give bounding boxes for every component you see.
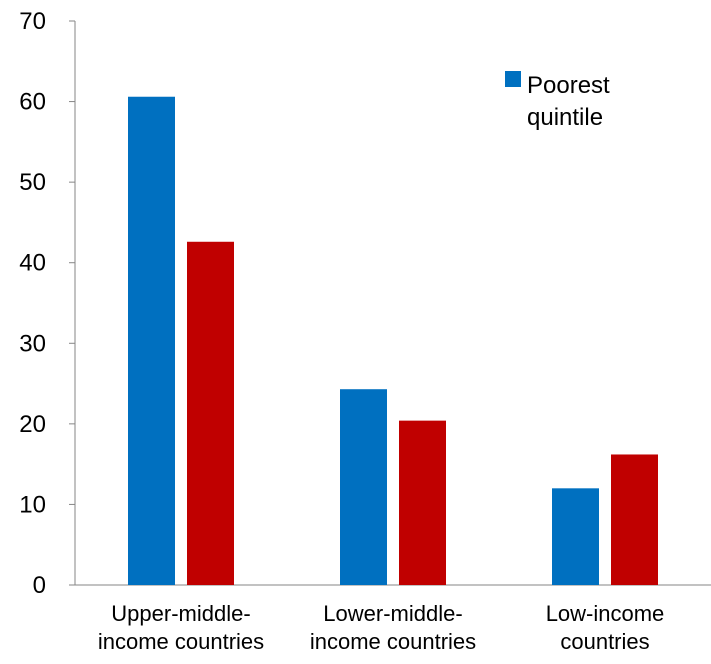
bar-series1-cat3 xyxy=(552,488,599,585)
y-tick-label: 60 xyxy=(19,89,46,116)
x-category-label: Upper-middle- xyxy=(111,601,250,626)
legend: Poorest quintile xyxy=(505,71,610,131)
x-category-label: income countries xyxy=(310,629,476,654)
x-category-label: Lower-middle- xyxy=(323,601,462,626)
y-tick-label: 20 xyxy=(19,411,46,438)
y-tick-label: 40 xyxy=(19,250,46,277)
y-tick-label: 0 xyxy=(33,572,46,599)
x-category-label: income countries xyxy=(98,629,264,654)
bars xyxy=(128,96,658,585)
bar-series2-cat2 xyxy=(399,420,446,585)
x-category-labels: Upper-middle-income countries Lower-middl… xyxy=(98,601,664,654)
bar-series1-cat2 xyxy=(340,389,387,585)
y-tick-label: 30 xyxy=(19,330,46,357)
legend-label: Poorest xyxy=(527,72,610,99)
bar-series2-cat3 xyxy=(611,454,658,585)
legend-label: quintile xyxy=(527,104,603,131)
bar-series2-cat1 xyxy=(187,241,234,585)
bar-series1-cat1 xyxy=(128,96,175,585)
y-tick-label: 50 xyxy=(19,169,46,196)
legend-swatch xyxy=(505,71,521,87)
y-tick-label: 70 xyxy=(19,8,46,35)
y-tick-labels: 0 10 20 30 40 50 60 70 xyxy=(19,8,46,599)
x-category-label: Low-income xyxy=(546,601,665,626)
y-tick-label: 10 xyxy=(19,491,46,518)
x-category-label: countries xyxy=(560,629,649,654)
axes xyxy=(69,20,711,586)
